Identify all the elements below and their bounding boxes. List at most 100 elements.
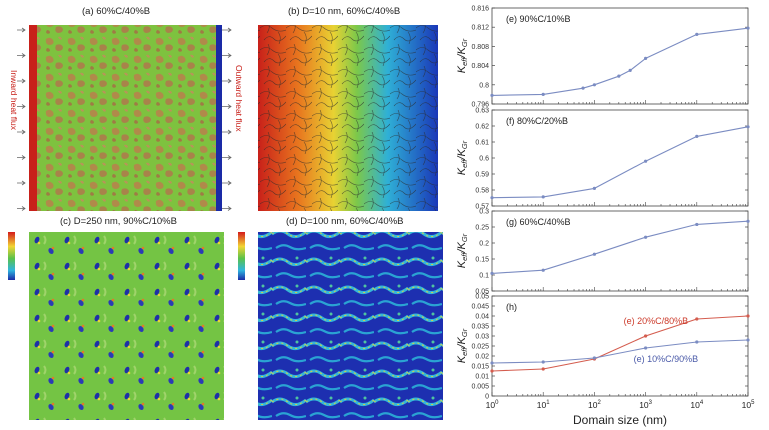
inward-arrow — [17, 180, 26, 186]
chart-h-point — [541, 360, 545, 364]
chart-e-point — [581, 86, 585, 90]
chart-e: 0.796 0.8 0.804 0.808 0.812 0.816 Keff/KGr (e) … — [456, 6, 750, 109]
chart-f-point — [644, 159, 648, 163]
chart-h-point — [695, 317, 699, 321]
chart-f: 0.57 0.58 0.59 0.6 0.61 0.62 0.63 Keff/KGr (f) 8… — [456, 108, 750, 211]
y-tick-label: 0.15 — [475, 257, 489, 264]
chart-g-annotation: (g) 60%C/40%B — [506, 217, 571, 227]
outward-arrow — [222, 27, 232, 33]
y-tick-label: 0.59 — [475, 172, 489, 179]
y-tick-label: 0.63 — [475, 108, 489, 115]
x-tick-label: 104 — [690, 400, 703, 410]
chart-e-point — [644, 56, 648, 61]
outward-arrow — [222, 206, 232, 211]
chart-e-point — [617, 74, 621, 78]
y-tick-label: 0.1 — [479, 273, 489, 280]
chart-h: 0 0.005 0.01 0.015 0.02 0.025 0.03 0.035 0.04 0.0… — [456, 294, 755, 428]
chart-e-ylabel: Keff/KGr — [456, 38, 469, 73]
panel-b-grain-boundaries — [258, 25, 438, 211]
panel-d-flux-map — [258, 232, 443, 420]
y-tick-label: 0.62 — [475, 124, 489, 131]
y-tick-label: 0.005 — [471, 384, 489, 391]
inward-arrow — [17, 78, 26, 84]
panel-a-microstructure — [29, 25, 222, 211]
y-tick-label: 0.796 — [471, 102, 489, 109]
chart-h-series-label-1: (e) 10%C/90%B — [634, 354, 699, 364]
y-tick-label: 0.02 — [475, 354, 489, 361]
chart-g: 0.05 0.1 0.15 0.2 0.25 0.3 Keff/KGr (g) 60%C/40… — [456, 209, 750, 296]
outward-arrow — [222, 155, 232, 160]
chart-e-annotation: (e) 90%C/10%B — [506, 14, 571, 24]
chart-g-point — [541, 268, 545, 272]
inward-arrow — [17, 206, 26, 211]
x-tick-label: 101 — [537, 400, 550, 410]
chart-e-point — [746, 26, 750, 30]
chart-g-point — [490, 271, 494, 275]
chart-h-point — [746, 338, 750, 342]
chart-h-point — [541, 367, 545, 371]
panel-b-title: (b) D=10 nm, 60%C/40%B — [288, 6, 400, 17]
chart-e-point — [628, 68, 632, 72]
x-tick-label: 100 — [486, 400, 499, 410]
panel-c-colorbar — [8, 232, 15, 280]
chart-f-point — [746, 125, 750, 129]
chart-g-point — [746, 219, 750, 223]
y-tick-label: 0.3 — [479, 209, 489, 216]
inward-heat-bar — [29, 25, 37, 211]
y-tick-label: 0.025 — [471, 344, 489, 351]
y-tick-label: 0.04 — [475, 314, 489, 321]
panel-b: (b) D=10 nm, 60%C/40%B — [258, 6, 438, 211]
y-tick-label: 0.61 — [475, 140, 489, 147]
y-tick-label: 0.804 — [471, 63, 489, 70]
chart-f-point — [592, 186, 597, 190]
y-tick-label: 0.045 — [471, 304, 489, 311]
chart-h-series-line-1 — [491, 339, 749, 364]
y-tick-label: 0.25 — [475, 225, 489, 232]
charts-area: 0.796 0.8 0.804 0.808 0.812 0.816 Keff/KGr (e) … — [456, 6, 755, 428]
x-tick-label: 102 — [588, 400, 601, 410]
y-tick-label: 0 — [485, 394, 489, 401]
outward-arrow — [222, 53, 232, 58]
y-tick-label: 0.05 — [475, 289, 489, 296]
chart-g-series-line-0 — [491, 220, 749, 274]
inward-arrow — [17, 27, 26, 33]
chart-h-annotation: (h) — [506, 302, 517, 312]
outward-heat-bar — [216, 25, 222, 211]
chart-g-point — [695, 222, 699, 227]
chart-g-ylabel: Keff/KGr — [456, 233, 469, 268]
y-tick-label: 0.01 — [475, 374, 489, 381]
y-tick-label: 0.015 — [471, 364, 489, 371]
chart-h-point — [644, 334, 648, 338]
chart-e-frame — [491, 7, 749, 105]
chart-h-point — [490, 369, 494, 373]
chart-f-point — [490, 196, 494, 200]
y-tick-label: 0.816 — [471, 6, 489, 13]
chart-h-series-line-0 — [491, 315, 749, 372]
panel-d-colorbar — [238, 232, 245, 280]
panel-c: (c) D=250 nm, 90%C/10%B — [8, 216, 224, 420]
panel-c-flux-map — [29, 232, 224, 420]
chart-h-xlabel: Domain size (nm) — [573, 413, 667, 427]
y-tick-label: 0.035 — [471, 324, 489, 331]
chart-f-ylabel: Keff/KGr — [456, 140, 469, 175]
inward-arrow — [17, 104, 26, 109]
chart-h-point — [644, 346, 648, 350]
chart-f-frame — [491, 109, 749, 207]
chart-g-point — [644, 235, 648, 239]
chart-e-point — [592, 83, 597, 87]
chart-g-point — [592, 252, 597, 256]
y-tick-label: 0.808 — [471, 44, 489, 51]
chart-e-point — [541, 92, 545, 96]
chart-f-point — [541, 195, 545, 199]
inward-arrow — [17, 155, 26, 160]
heat-flux-arrows — [17, 27, 232, 211]
panel-d: (d) D=100 nm, 60%C/40%B — [238, 216, 443, 420]
chart-h-point — [695, 340, 699, 344]
y-tick-label: 0.03 — [475, 334, 489, 341]
y-tick-label: 0.58 — [475, 188, 489, 195]
panel-c-title: (c) D=250 nm, 90%C/10%B — [60, 216, 177, 227]
outward-arrow — [222, 78, 232, 84]
x-tick-label: 105 — [742, 400, 755, 410]
chart-e-point — [695, 32, 699, 37]
